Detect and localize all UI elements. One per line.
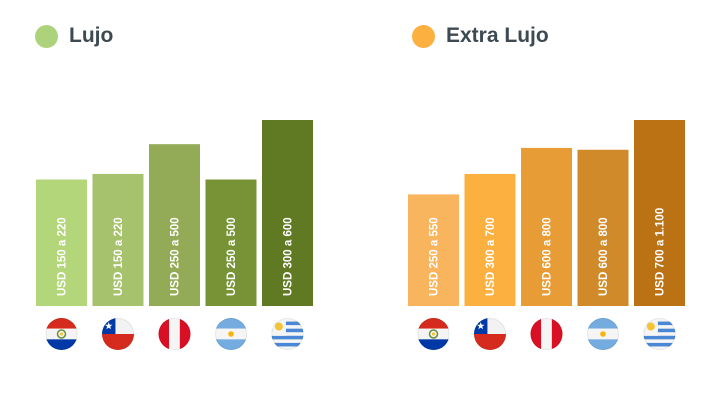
bar-label: USD 150 a 220 [57, 217, 69, 296]
bar-peru [149, 144, 200, 306]
bar-label: USD 600 a 800 [598, 217, 610, 296]
bar-label: USD 600 a 800 [542, 217, 554, 296]
bar-label: USD 250 a 500 [226, 217, 238, 296]
bar-argentina [577, 149, 629, 306]
uruguay-flag-icon [643, 318, 676, 350]
extra-lujo-chart: Extra Lujo USD 250 a 550 USD 300 a 700 USD… [361, 0, 722, 409]
peru-flag-icon [530, 318, 563, 350]
paraguay-flag-icon [417, 318, 450, 350]
lujo-bars: USD 150 a 220 USD 150 a 220 USD 250 a 500 U… [36, 120, 313, 350]
argentina-flag-icon [215, 318, 247, 350]
bar-label: USD 300 a 600 [283, 217, 295, 296]
argentina-flag-icon [587, 318, 619, 350]
bar-paraguay [408, 194, 459, 306]
bar-label: USD 700 a 1.100 [655, 208, 667, 296]
chile-flag-icon [102, 318, 134, 350]
bar-argentina [205, 179, 257, 306]
extra-lujo-legend: Extra Lujo [412, 24, 549, 48]
peru-flag-icon [158, 318, 191, 350]
lujo-legend-dot [35, 24, 58, 48]
extra-lujo-legend-dot [412, 24, 435, 48]
extra-lujo-title: Extra Lujo [446, 24, 549, 47]
extra-lujo-bars: USD 250 a 550 USD 300 a 700 USD 600 a 800 U… [408, 120, 685, 350]
lujo-legend: Lujo [35, 24, 113, 48]
bar-peru [521, 147, 572, 306]
bar-label: USD 150 a 220 [113, 217, 125, 296]
lujo-title: Lujo [69, 24, 114, 47]
bar-chile [464, 173, 516, 306]
bar-paraguay [36, 179, 87, 306]
bar-label: USD 250 a 550 [429, 217, 441, 296]
bar-label: USD 300 a 700 [485, 217, 497, 296]
paraguay-flag-icon [45, 318, 78, 350]
bar-chile [92, 173, 144, 306]
bar-label: USD 250 a 500 [170, 217, 182, 296]
bar-uruguay [634, 120, 685, 306]
lujo-chart: Lujo USD 150 a 220 USD 150 a 220 USD 250 a… [35, 24, 313, 350]
uruguay-flag-icon [271, 318, 304, 350]
bar-uruguay [262, 120, 313, 306]
